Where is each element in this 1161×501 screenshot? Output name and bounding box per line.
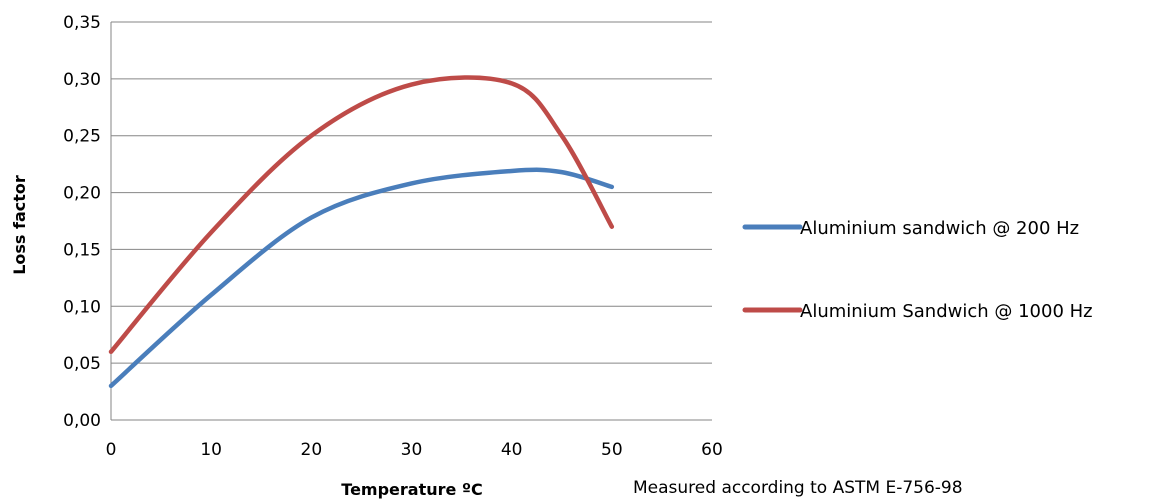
series-line-2 bbox=[108, 75, 615, 355]
y-tick-label: 0,35 bbox=[63, 13, 101, 33]
x-tick-label: 40 bbox=[501, 440, 523, 460]
tick-labels: 0,00 0,05 0,10 0,15 0,20 0,25 0,30 0,35 0 10 20 30 4… bbox=[63, 13, 723, 460]
y-tick-label: 0,00 bbox=[63, 411, 101, 431]
x-tick-label: 10 bbox=[200, 440, 222, 460]
y-tick-label: 0,05 bbox=[63, 354, 101, 374]
gridlines bbox=[111, 21, 712, 364]
x-tick-label: 30 bbox=[401, 440, 423, 460]
x-axis-title: Temperature ºC bbox=[341, 480, 482, 499]
y-tick-label: 0,10 bbox=[63, 297, 101, 317]
y-tick-label: 0,25 bbox=[63, 127, 101, 147]
y-tick-label: 0,20 bbox=[63, 184, 101, 204]
x-tick-label: 0 bbox=[106, 440, 117, 460]
x-tick-label: 20 bbox=[301, 440, 323, 460]
y-tick-label: 0,15 bbox=[63, 240, 101, 260]
x-tick-label: 60 bbox=[701, 440, 723, 460]
axes bbox=[110, 22, 712, 421]
y-tick-label: 0,30 bbox=[63, 70, 101, 90]
legend-label-series-1: Aluminium sandwich @ 200 Hz bbox=[800, 218, 1079, 239]
series-line-1 bbox=[108, 167, 615, 389]
y-axis-title: Loss factor bbox=[10, 175, 29, 275]
measurement-note: Measured according to ASTM E-756-98 bbox=[633, 478, 963, 498]
x-tick-label: 50 bbox=[601, 440, 623, 460]
legend-label-series-2: Aluminium Sandwich @ 1000 Hz bbox=[800, 301, 1093, 322]
series-group bbox=[108, 75, 615, 389]
legend: Aluminium sandwich @ 200 Hz Aluminium Sa… bbox=[742, 218, 1093, 322]
